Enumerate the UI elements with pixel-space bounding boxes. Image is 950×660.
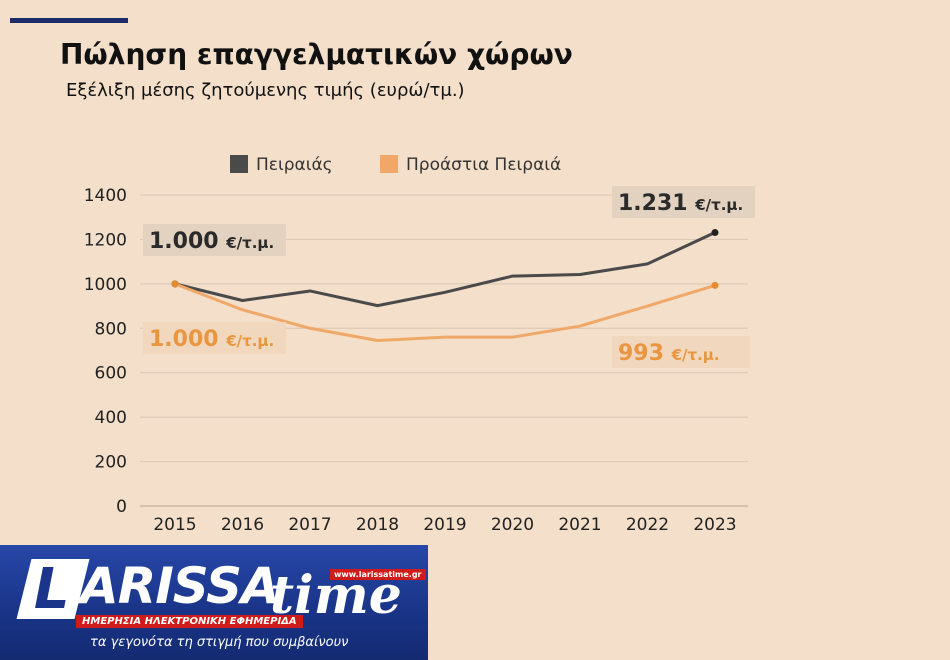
logo-tagline: ΗΜΕΡΗΣΙΑ ΗΛΕΚΤΡΟΝΙΚΗ ΕΦΗΜΕΡΙΔΑ	[76, 615, 303, 628]
data-point	[171, 280, 179, 288]
value-label-box	[143, 224, 286, 256]
y-tick-label: 1400	[84, 186, 127, 206]
chart-subtitle: Εξέλιξη μέσης ζητούμενης τιμής (ευρώ/τμ.…	[66, 80, 465, 101]
value-label-unit: €/τ.μ.	[225, 234, 274, 252]
line-chart: 0 200 400 600 800 1000 1200 1400 2015 2016 2017 201…	[84, 155, 755, 535]
header-accent-bar	[10, 18, 128, 23]
x-tick-label: 2020	[491, 515, 534, 535]
value-label-box	[612, 336, 750, 368]
logo-url: www.larissatime.gr	[330, 569, 426, 580]
legend-swatch	[380, 155, 398, 173]
legend-swatch	[230, 155, 248, 173]
logo-slogan: τα γεγονότα τη στιγμή που συμβαίνουν	[90, 635, 349, 650]
y-tick-label: 600	[95, 364, 127, 384]
x-tick-label: 2022	[626, 515, 669, 535]
y-tick-label: 200	[95, 453, 127, 473]
value-label-number: 1.000	[149, 327, 226, 352]
y-tick-label: 800	[95, 319, 127, 339]
value-label-number: 1.000	[149, 229, 226, 254]
data-point	[711, 229, 719, 237]
value-label: 1.231 €/τ.μ.	[618, 191, 743, 216]
x-tick-label: 2016	[221, 515, 264, 535]
y-tick-label: 1000	[84, 275, 127, 295]
value-label: 1.000 €/τ.μ.	[149, 327, 274, 352]
logo-initial: L	[33, 557, 70, 622]
x-tick-label: 2019	[423, 515, 466, 535]
logo-brand: ARISSA	[80, 557, 280, 615]
series-line	[173, 282, 717, 343]
series-line	[173, 231, 717, 308]
y-tick-label: 0	[116, 497, 127, 517]
value-label-box	[612, 186, 755, 218]
y-tick-label: 400	[95, 408, 127, 428]
value-label-unit: €/τ.μ.	[671, 346, 720, 364]
value-label-box	[143, 322, 286, 354]
chart-title: Πώληση επαγγελματικών χώρων	[60, 38, 573, 71]
value-label-number: 993	[618, 341, 672, 366]
x-tick-label: 2017	[288, 515, 331, 535]
y-tick-label: 1200	[84, 230, 127, 250]
x-tick-label: 2021	[558, 515, 601, 535]
x-tick-label: 2015	[153, 515, 196, 535]
legend-label: Πειραιάς	[256, 155, 333, 175]
value-label-unit: €/τ.μ.	[225, 332, 274, 350]
logo-initial-box: L	[16, 557, 90, 622]
x-tick-label: 2023	[693, 515, 736, 535]
value-label-unit: €/τ.μ.	[694, 196, 743, 214]
larissatime-logo: L ARISSA time www.larissatime.gr ΗΜΕΡΗΣΙ…	[0, 545, 428, 660]
value-label: 993 €/τ.μ.	[618, 341, 720, 366]
value-label: 1.000 €/τ.μ.	[149, 229, 274, 254]
data-point	[711, 281, 719, 289]
x-tick-label: 2018	[356, 515, 399, 535]
value-label-number: 1.231	[618, 191, 695, 216]
legend-label: Προάστια Πειραιά	[406, 155, 561, 175]
